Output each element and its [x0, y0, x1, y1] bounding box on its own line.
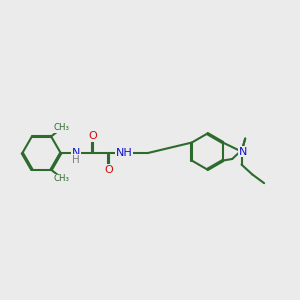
Text: NH: NH: [116, 148, 132, 158]
Text: CH₃: CH₃: [54, 174, 70, 183]
Text: O: O: [88, 131, 97, 141]
Text: H: H: [72, 155, 80, 165]
Text: O: O: [104, 165, 113, 175]
Text: N: N: [72, 148, 80, 158]
Text: CH₃: CH₃: [54, 123, 70, 132]
Text: N: N: [238, 146, 247, 157]
